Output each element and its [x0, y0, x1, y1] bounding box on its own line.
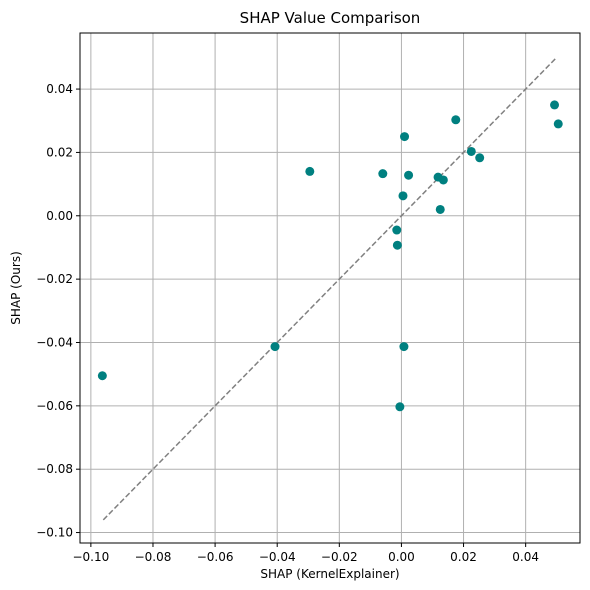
x-tick-label: −0.06 [197, 550, 234, 564]
data-point [399, 342, 409, 352]
y-tick-label: −0.02 [36, 272, 73, 286]
x-tick-label: 0.04 [512, 550, 539, 564]
plot-frame [79, 32, 581, 544]
y-tick-label: 0.04 [46, 82, 73, 96]
data-point [305, 166, 315, 176]
x-tick-label: −0.08 [135, 550, 172, 564]
data-point [400, 132, 410, 142]
grid [80, 33, 580, 543]
data-point [404, 170, 414, 180]
x-tick-label: −0.04 [259, 550, 296, 564]
chart-title: SHAP Value Comparison [240, 9, 421, 27]
data-point [378, 169, 388, 179]
y-axis-label: SHAP (Ours) [9, 251, 23, 325]
data-point [553, 119, 563, 129]
data-point [550, 100, 560, 110]
y-axis-ticks: −0.10 −0.08 −0.06 −0.04 −0.02 0.00 0.02 0.04 [36, 82, 80, 540]
data-point [438, 175, 448, 185]
y-tick-label: 0.02 [46, 145, 73, 159]
data-point [466, 146, 476, 156]
x-tick-label: 0.00 [388, 550, 415, 564]
data-point [395, 402, 405, 412]
y-tick-label: −0.10 [36, 526, 73, 540]
data-point [451, 115, 461, 125]
data-point [475, 153, 485, 163]
data-point [435, 204, 445, 214]
x-tick-label: −0.02 [321, 550, 358, 564]
data-point [270, 342, 280, 352]
data-point [398, 191, 408, 201]
data-points [97, 100, 563, 412]
data-point [392, 225, 402, 235]
x-tick-label: 0.02 [450, 550, 477, 564]
reference-line-layer [102, 56, 558, 521]
x-tick-label: −0.10 [72, 550, 109, 564]
y-tick-label: −0.08 [36, 462, 73, 476]
y-tick-label: 0.00 [46, 209, 73, 223]
x-axis-label: SHAP (KernelExplainer) [260, 567, 399, 581]
y-tick-label: −0.04 [36, 335, 73, 349]
reference-line [102, 56, 558, 521]
y-tick-label: −0.06 [36, 399, 73, 413]
data-point [97, 371, 107, 381]
data-point [392, 240, 402, 250]
x-axis-ticks: −0.10 −0.08 −0.06 −0.04 −0.02 0.00 0.02 0.04 [72, 543, 539, 564]
